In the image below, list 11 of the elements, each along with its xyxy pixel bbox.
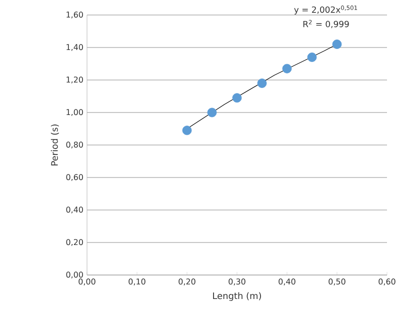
point	[182, 126, 192, 136]
point	[307, 52, 317, 62]
y-axis-title: Period (s)	[50, 124, 59, 166]
point	[207, 108, 217, 118]
text: y = 2,002x$^{0,501}$	[294, 6, 358, 14]
point	[257, 78, 267, 88]
x-axis-title: Length (m)	[213, 292, 261, 301]
point	[282, 64, 292, 74]
point	[232, 93, 242, 103]
point	[332, 40, 342, 49]
annotation: R$^{2}$ = 0,999	[303, 20, 349, 28]
